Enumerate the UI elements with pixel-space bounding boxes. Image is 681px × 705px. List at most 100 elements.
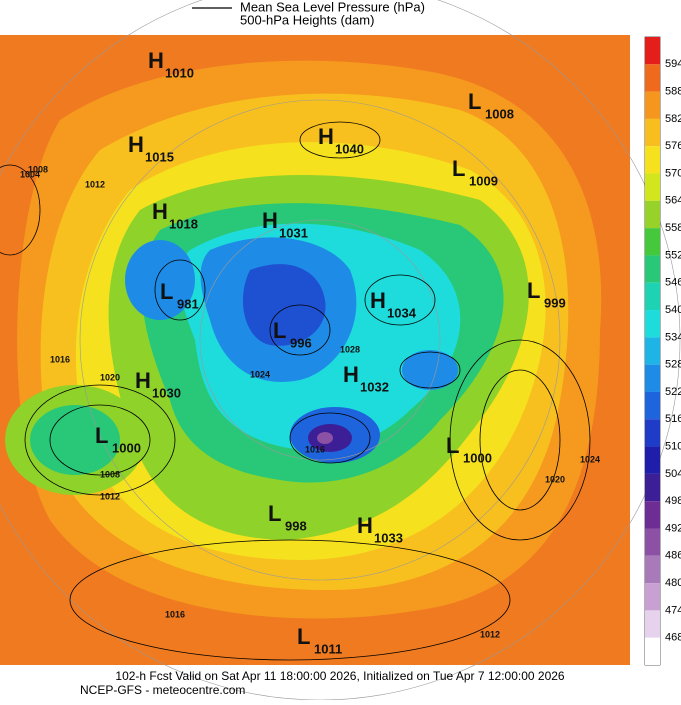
legend-pressure: Mean Sea Level Pressure (hPa) bbox=[240, 0, 425, 14]
legend-heights: 500-hPa Heights (dam) bbox=[240, 12, 374, 27]
isobar-label: 1024 bbox=[250, 369, 270, 379]
pressure-center-value: 1015 bbox=[145, 149, 174, 164]
colorbar-label: 516 bbox=[665, 413, 681, 425]
colorbar-swatch bbox=[645, 118, 660, 147]
isobar-label: 1016 bbox=[165, 609, 185, 619]
pressure-center-value: 1000 bbox=[463, 450, 492, 465]
colorbar-label: 558 bbox=[665, 222, 681, 234]
colorbar-swatch bbox=[645, 555, 660, 584]
colorbar-label: 564 bbox=[665, 195, 681, 207]
colorbar-swatch bbox=[645, 37, 660, 65]
colorbar-swatch bbox=[645, 528, 660, 556]
pressure-center-value: 1000 bbox=[112, 440, 141, 455]
colorbar-swatch bbox=[645, 391, 660, 420]
colorbar-swatch bbox=[645, 64, 660, 92]
colorbar-swatch bbox=[645, 446, 660, 474]
pressure-center-type: L bbox=[160, 279, 173, 304]
colorbar-swatch bbox=[645, 146, 660, 174]
pressure-center-value: 1010 bbox=[165, 65, 194, 80]
colorbar-label: 588 bbox=[665, 86, 681, 98]
colorbar-swatch bbox=[645, 501, 660, 529]
pressure-center-value: 981 bbox=[177, 296, 199, 311]
footer-source: NCEP-GFS - meteocentre.com bbox=[80, 683, 245, 697]
isobar-label: 1028 bbox=[340, 344, 360, 354]
pressure-center-value: 999 bbox=[544, 295, 566, 310]
colorbar-swatch bbox=[645, 473, 660, 502]
isobar-label: 1020 bbox=[100, 372, 120, 382]
pressure-center-type: L bbox=[95, 423, 108, 448]
pressure-center-type: H bbox=[135, 368, 151, 393]
colorbar-label: 576 bbox=[665, 140, 681, 152]
isobar-label: 1008 bbox=[100, 469, 120, 479]
colorbar-swatch bbox=[645, 200, 660, 229]
pressure-center-value: 1030 bbox=[152, 385, 181, 400]
colorbar-label: 534 bbox=[665, 331, 681, 343]
pressure-center-type: L bbox=[297, 624, 310, 649]
colorbar-label: 540 bbox=[665, 304, 681, 316]
pressure-center-type: L bbox=[468, 89, 481, 114]
colorbar-label: 522 bbox=[665, 386, 681, 398]
pressure-center-type: H bbox=[148, 48, 164, 73]
colorbar-swatch bbox=[645, 337, 660, 365]
pressure-center-value: 1031 bbox=[279, 225, 308, 240]
isobar-label: 1012 bbox=[480, 629, 500, 639]
pressure-center-value: 1009 bbox=[469, 173, 498, 188]
pressure-center-value: 996 bbox=[290, 335, 312, 350]
colorbar-label: 480 bbox=[665, 577, 681, 589]
pressure-center-type: L bbox=[452, 156, 465, 181]
pressure-center-type: H bbox=[357, 513, 373, 538]
colorbar-label: 468 bbox=[665, 632, 681, 644]
pressure-center-type: L bbox=[273, 318, 286, 343]
isobar-label: 1016 bbox=[50, 354, 70, 364]
colorbar-swatch bbox=[645, 310, 660, 338]
pressure-center-type: H bbox=[128, 132, 144, 157]
pressure-center-type: L bbox=[527, 278, 540, 303]
colorbar-swatch bbox=[645, 364, 660, 392]
isobar-label: 1012 bbox=[100, 491, 120, 501]
colorbar-label: 570 bbox=[665, 167, 681, 179]
pressure-center-type: H bbox=[318, 124, 334, 149]
isobar-label: 1016 bbox=[305, 444, 325, 454]
colorbar-label: 552 bbox=[665, 249, 681, 261]
colorbar-label: 474 bbox=[665, 604, 681, 616]
colorbar-swatch bbox=[645, 610, 660, 638]
colorbar-swatch bbox=[645, 255, 660, 283]
colorbar-label: 528 bbox=[665, 359, 681, 371]
colorbar-label: 594 bbox=[665, 58, 681, 70]
colorbar-swatch bbox=[645, 583, 660, 611]
pressure-center-type: H bbox=[370, 288, 386, 313]
colorbar-label: 486 bbox=[665, 550, 681, 562]
pressure-center-value: 1011 bbox=[314, 641, 342, 656]
pressure-center-type: H bbox=[152, 199, 168, 224]
pressure-center-type: H bbox=[343, 362, 359, 387]
isobar-label: 1024 bbox=[580, 454, 600, 464]
footer-line: 102-h Fcst Valid on Sat Apr 11 18:00:00 … bbox=[115, 669, 565, 683]
pressure-center-value: 1034 bbox=[387, 305, 417, 320]
pressure-center-type: L bbox=[268, 501, 281, 526]
colorbar-label: 582 bbox=[665, 113, 681, 125]
colorbar-label: 498 bbox=[665, 495, 681, 507]
isobar-label: 1004 bbox=[20, 169, 40, 179]
pressure-center-value: 1033 bbox=[374, 530, 403, 545]
colorbar-swatch bbox=[645, 91, 660, 119]
isobar-label: 1008 bbox=[28, 164, 48, 174]
colorbar-swatch bbox=[645, 173, 660, 201]
isobar-label: 1020 bbox=[545, 474, 565, 484]
colorbar-label: 504 bbox=[665, 468, 681, 480]
isobar-label: 1012 bbox=[85, 179, 105, 189]
colorbar-label: 492 bbox=[665, 522, 681, 534]
pressure-center-value: 1040 bbox=[335, 141, 364, 156]
colorbar-swatch bbox=[645, 282, 660, 311]
pressure-center-type: L bbox=[446, 433, 459, 458]
pressure-center-value: 1018 bbox=[169, 216, 198, 231]
colorbar-label: 546 bbox=[665, 277, 681, 289]
pressure-center-value: 998 bbox=[285, 518, 307, 533]
colorbar-swatch bbox=[645, 637, 660, 665]
colorbar-swatch bbox=[645, 419, 660, 447]
pressure-center-value: 1008 bbox=[485, 106, 514, 121]
colorbar-swatch bbox=[645, 228, 660, 256]
pressure-center-value: 1032 bbox=[360, 379, 389, 394]
colorbar-label: 510 bbox=[665, 440, 681, 452]
